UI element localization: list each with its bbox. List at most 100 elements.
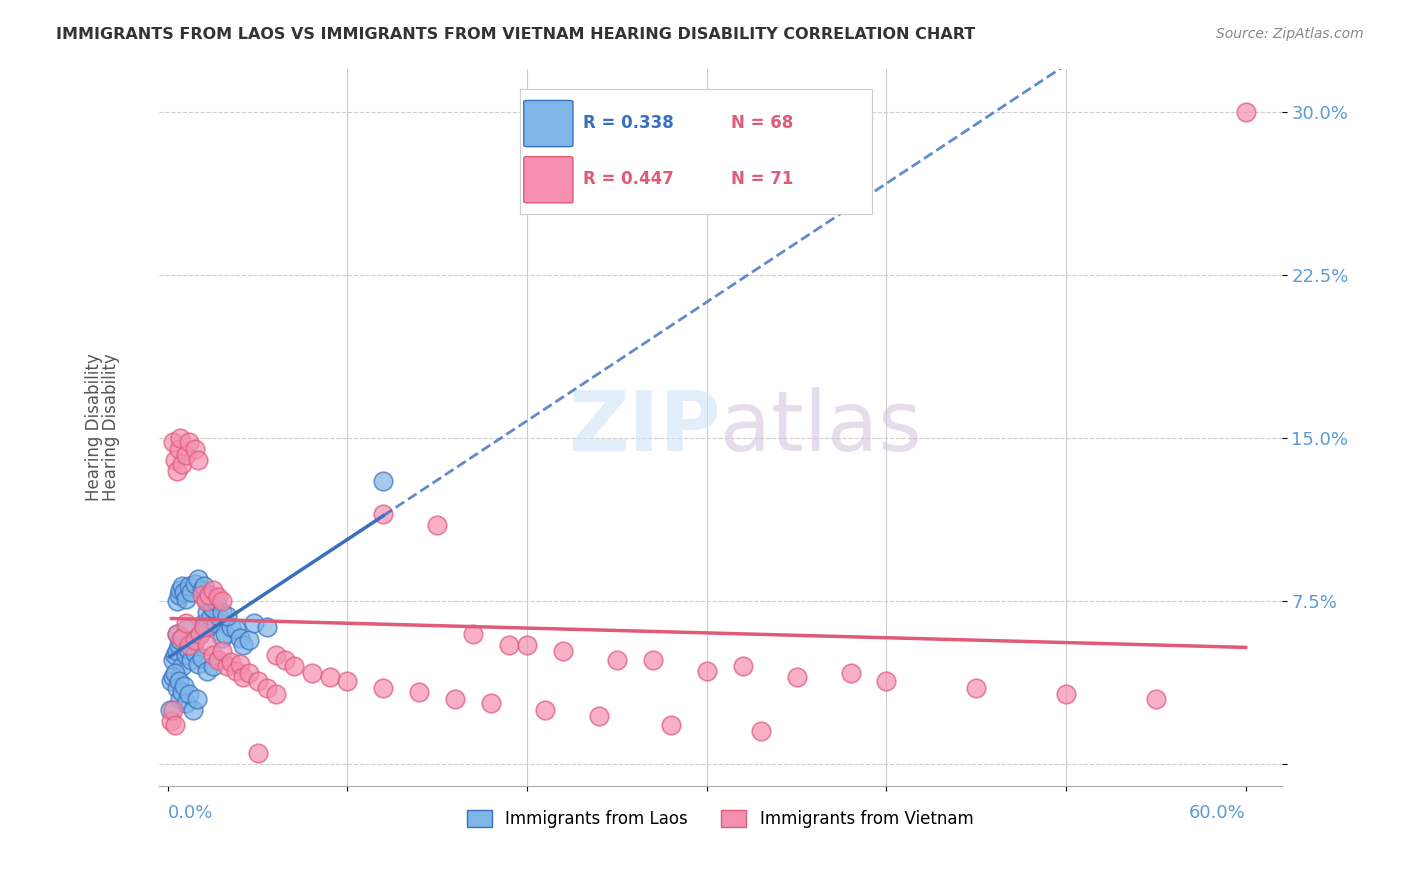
Point: [166, 681, 188, 695]
Point: [444, 691, 467, 706]
Point: [731, 659, 754, 673]
Point: [373, 507, 395, 521]
Point: [238, 633, 260, 648]
Point: [173, 679, 195, 693]
Point: [217, 659, 239, 673]
Point: [179, 638, 201, 652]
Point: [167, 442, 190, 456]
Point: [373, 475, 395, 489]
Point: [225, 622, 247, 636]
Point: [169, 633, 191, 648]
Point: [256, 681, 278, 695]
Point: [408, 685, 430, 699]
Point: [498, 638, 520, 652]
Point: [187, 657, 209, 671]
Point: [195, 605, 218, 619]
Point: [181, 703, 204, 717]
Point: [839, 665, 862, 680]
Point: [479, 696, 502, 710]
Point: [193, 579, 215, 593]
Point: [214, 626, 236, 640]
Point: [228, 631, 250, 645]
Point: [194, 591, 217, 606]
Point: [205, 615, 228, 630]
Point: [246, 674, 269, 689]
Point: [318, 670, 340, 684]
Point: [174, 615, 197, 630]
Point: [1234, 105, 1257, 120]
Text: N = 68: N = 68: [731, 114, 793, 132]
Point: [426, 518, 449, 533]
Point: [169, 691, 191, 706]
Point: [219, 655, 242, 669]
Text: R = 0.338: R = 0.338: [583, 114, 675, 132]
Point: [167, 638, 190, 652]
Point: [174, 449, 197, 463]
Point: [201, 583, 224, 598]
Point: [162, 435, 184, 450]
Point: [659, 718, 682, 732]
Point: [162, 670, 184, 684]
Point: [1144, 691, 1167, 706]
Point: [205, 594, 228, 608]
Point: [201, 648, 224, 663]
Point: [188, 626, 211, 640]
FancyBboxPatch shape: [524, 101, 574, 146]
Point: [195, 638, 218, 652]
Point: [217, 609, 239, 624]
Point: [191, 650, 214, 665]
Point: [163, 452, 186, 467]
Point: [180, 653, 202, 667]
Text: Hearing Disability: Hearing Disability: [101, 353, 120, 501]
Point: [187, 572, 209, 586]
Point: [172, 685, 194, 699]
Point: [163, 648, 186, 663]
Text: IMMIGRANTS FROM LAOS VS IMMIGRANTS FROM VIETNAM HEARING DISABILITY CORRELATION C: IMMIGRANTS FROM LAOS VS IMMIGRANTS FROM …: [56, 27, 976, 42]
Point: [207, 653, 229, 667]
Point: [180, 585, 202, 599]
Point: [166, 464, 188, 478]
FancyBboxPatch shape: [524, 157, 574, 202]
Point: [264, 648, 287, 663]
Point: [211, 594, 233, 608]
Point: [166, 626, 188, 640]
Point: [201, 659, 224, 673]
Point: [186, 691, 208, 706]
Point: [188, 626, 211, 640]
Point: [198, 587, 221, 601]
Point: [194, 594, 217, 608]
Text: 0.0%: 0.0%: [167, 804, 214, 822]
Point: [172, 457, 194, 471]
Point: [179, 638, 201, 652]
Point: [193, 615, 215, 630]
Point: [184, 646, 207, 660]
Point: [187, 452, 209, 467]
Point: [606, 653, 628, 667]
Point: [166, 626, 188, 640]
Point: [179, 435, 201, 450]
Point: [179, 579, 201, 593]
Point: [232, 670, 254, 684]
Text: N = 71: N = 71: [731, 170, 793, 188]
Point: [283, 659, 305, 673]
Point: [176, 641, 198, 656]
Point: [173, 585, 195, 599]
Point: [207, 590, 229, 604]
Point: [167, 587, 190, 601]
Point: [160, 714, 183, 728]
Y-axis label: Hearing Disability: Hearing Disability: [86, 353, 103, 501]
Point: [201, 600, 224, 615]
Point: [228, 657, 250, 671]
Point: [169, 583, 191, 598]
Point: [696, 664, 718, 678]
Point: [551, 644, 574, 658]
Point: [198, 587, 221, 601]
Text: ZIP: ZIP: [568, 386, 720, 467]
Point: [1054, 688, 1077, 702]
Point: [201, 600, 224, 615]
Point: [232, 638, 254, 652]
Point: [200, 609, 222, 624]
Point: [211, 644, 233, 658]
Point: [163, 665, 186, 680]
Point: [162, 703, 184, 717]
